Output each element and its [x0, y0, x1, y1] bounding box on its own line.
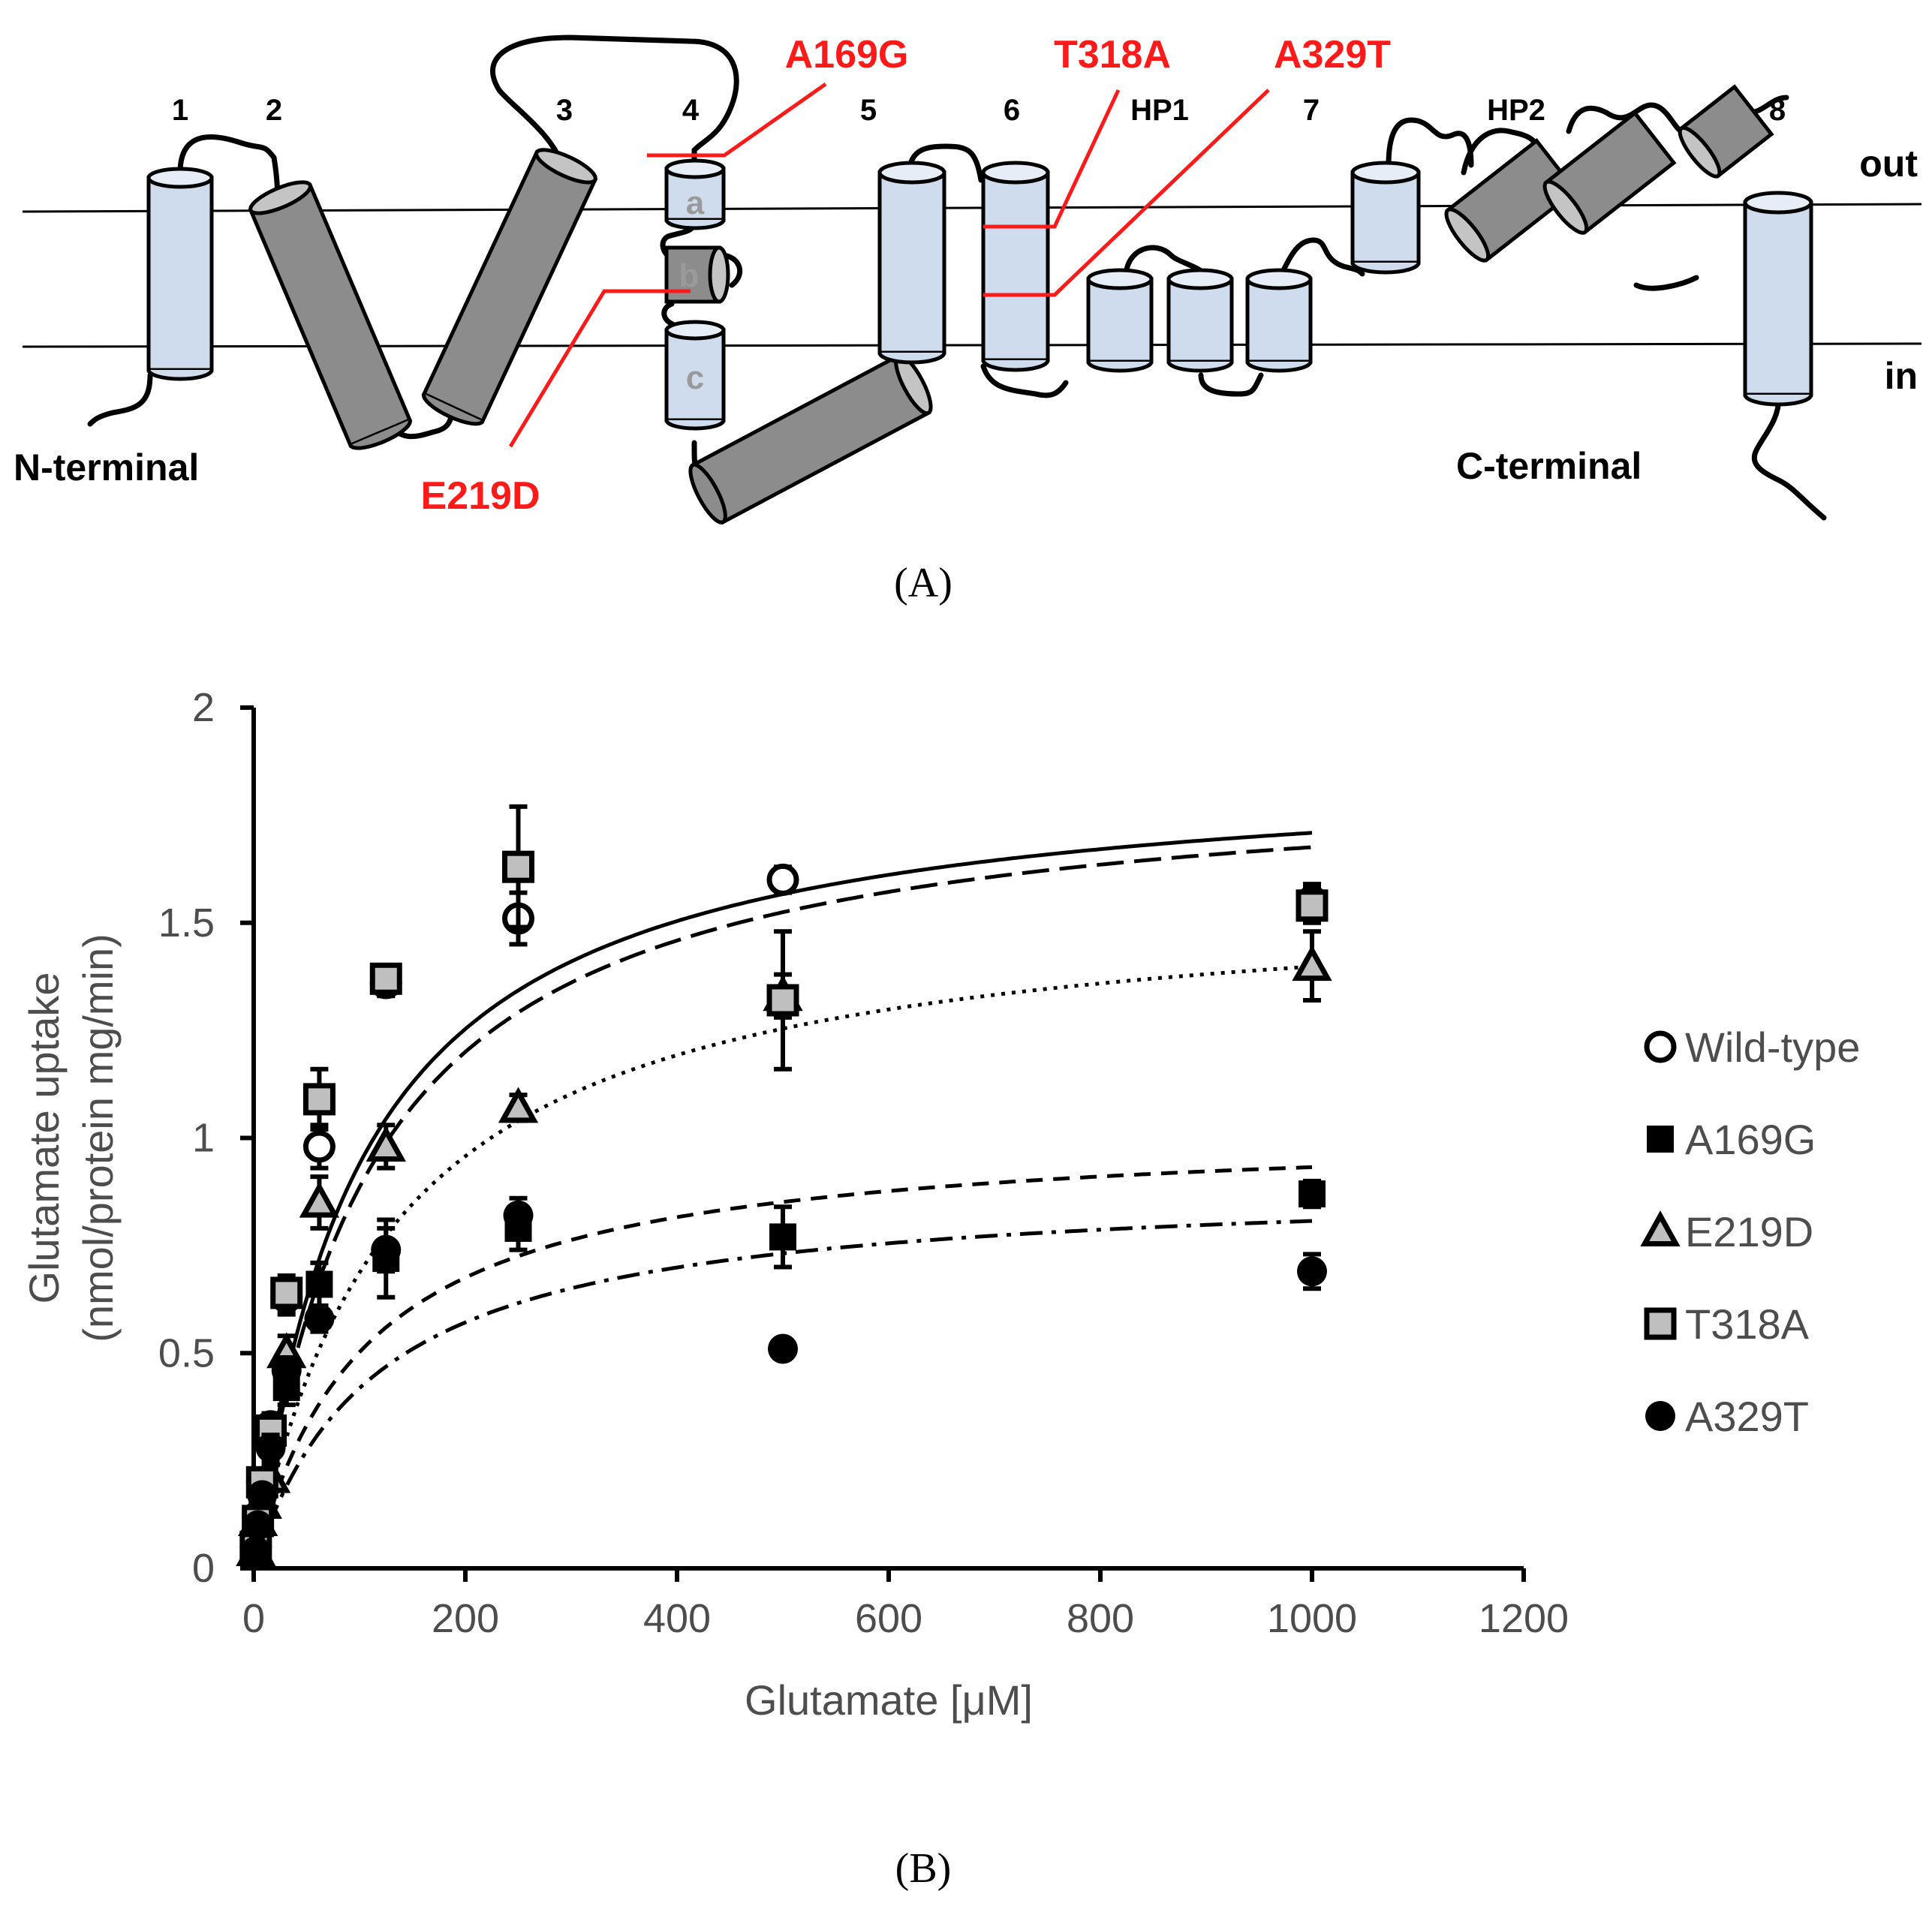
y-axis-label-line1: Glutamate uptake [20, 972, 68, 1303]
helix-5 [877, 161, 946, 365]
legend-label-t318a: T318A [1685, 1300, 1810, 1348]
helix-1 [146, 167, 214, 381]
hp1-cylinders [1086, 268, 1313, 373]
x-tick-label: 1000 [1267, 1596, 1357, 1641]
fit-curve-a169g [251, 1165, 1313, 1569]
legend-label-a169g: A169G [1685, 1116, 1816, 1163]
helix-2 [248, 180, 413, 450]
data-point-a329t [242, 1510, 273, 1541]
data-points [236, 804, 1332, 1567]
legend-marker-a329t [1645, 1401, 1675, 1431]
extracellular-label: out [1859, 143, 1918, 185]
topology-diagram: 1 2 3 4 5 6 HP1 7 HP2 8 a b c out in N-t… [14, 33, 1922, 525]
data-point-a329t [304, 1303, 335, 1334]
helix-6 [981, 161, 1050, 372]
y-tick-label: 1 [192, 1116, 215, 1161]
legend-marker-a169g [1647, 1126, 1674, 1153]
fit-curve-t318a [251, 845, 1313, 1569]
x-tick-label: 1200 [1479, 1596, 1569, 1641]
uptake-chart: 0 200 400 600 800 1000 1200 0 0.5 1 1.5 2 Glutamate… [20, 685, 1860, 1724]
helix-7 [1350, 161, 1421, 275]
helix-label-hp2: HP2 [1487, 94, 1545, 127]
helix-4-sub-label-c: c [686, 359, 704, 396]
helix-4-sub-label-a: a [686, 185, 705, 221]
helix-label-1: 1 [172, 94, 188, 127]
chart-legend: Wild-type A169G E219D T318A A329T [1640, 1024, 1860, 1440]
y-axis-label-line2: (nmol/protein mg/min) [74, 933, 122, 1342]
c-terminal-label: C-terminal [1456, 445, 1642, 487]
mutation-label-t318a: T318A [1054, 33, 1171, 77]
mutation-label-a169g: A169G [785, 33, 909, 77]
x-tick-label: 800 [1067, 1596, 1134, 1641]
data-point-a329t [271, 1355, 302, 1386]
y-tick-label: 2 [192, 685, 215, 730]
x-axis-label: Glutamate [μM] [745, 1676, 1033, 1724]
x-tick-label: 200 [432, 1596, 499, 1641]
mutation-label-a329t: A329T [1274, 33, 1391, 77]
helix-label-5: 5 [860, 94, 877, 127]
data-point-wild-type [766, 863, 799, 896]
data-point-a169g [1299, 1180, 1326, 1208]
series-a329t [240, 1195, 1327, 1567]
mutation-label-e219d: E219D [421, 474, 540, 518]
helix-3 [421, 148, 598, 426]
x-tick-label: 0 [242, 1596, 265, 1641]
data-point-t318a [369, 962, 402, 995]
legend-label-e219d: E219D [1685, 1208, 1813, 1255]
data-point-a329t [371, 1234, 402, 1265]
data-point-a329t [240, 1536, 271, 1567]
data-point-t318a [302, 1083, 336, 1116]
n-terminal-label: N-terminal [14, 446, 199, 489]
legend-label-wild-type: Wild-type [1685, 1024, 1860, 1071]
data-point-e219d [366, 1126, 406, 1162]
series-t318a [239, 804, 1329, 1563]
hp2-cylinders [1444, 84, 1774, 263]
x-tick-label: 400 [643, 1596, 711, 1641]
helix-label-3: 3 [556, 94, 573, 127]
helix-label-4: 4 [682, 94, 700, 127]
data-point-a329t [1297, 1256, 1327, 1287]
y-tick-label: 1.5 [158, 900, 215, 945]
data-point-a169g [769, 1223, 796, 1251]
panel-a-label: (A) [894, 560, 952, 606]
legend-marker-e219d [1640, 1210, 1681, 1247]
helix-4-sub-label-b: b [679, 257, 700, 294]
data-point-a329t [247, 1480, 278, 1511]
helix-8 [1743, 191, 1813, 407]
data-point-t318a [502, 850, 534, 883]
helix-label-7: 7 [1303, 94, 1320, 127]
fit-curve-a329t [251, 1219, 1313, 1569]
data-point-e219d [299, 1181, 340, 1218]
panel-b-label: (B) [895, 1845, 952, 1892]
legend-marker-t318a [1644, 1307, 1677, 1340]
helix-label-6: 6 [1004, 94, 1020, 127]
data-point-a329t [768, 1333, 798, 1364]
data-point-a329t [503, 1200, 534, 1231]
helix-4-intracellular [688, 353, 933, 525]
data-point-e219d [498, 1087, 539, 1123]
helix-4c [664, 320, 726, 431]
helix-4a [664, 158, 726, 230]
data-point-a329t [255, 1432, 286, 1463]
y-tick-label: 0 [192, 1546, 215, 1591]
data-point-t318a [1296, 889, 1329, 922]
intracellular-label: in [1885, 355, 1918, 397]
chart-axes: 0 200 400 600 800 1000 1200 0 0.5 1 1.5 2 [158, 685, 1569, 1641]
helix-label-hp1: HP1 [1130, 94, 1189, 127]
data-point-t318a [270, 1276, 303, 1309]
data-point-wild-type [302, 1130, 336, 1163]
data-point-e219d [1292, 945, 1332, 982]
helix-label-2: 2 [266, 94, 282, 127]
x-tick-label: 600 [855, 1596, 922, 1641]
helix-label-8: 8 [1769, 94, 1786, 127]
data-point-t318a [766, 984, 799, 1017]
mutation-callouts: A169G T318A A329T E219D [421, 33, 1392, 518]
y-tick-label: 0.5 [158, 1330, 215, 1375]
legend-marker-wild-type [1644, 1030, 1677, 1063]
series-a169g [242, 1178, 1326, 1565]
legend-label-a329t: A329T [1685, 1393, 1809, 1440]
data-point-a169g [305, 1270, 333, 1298]
